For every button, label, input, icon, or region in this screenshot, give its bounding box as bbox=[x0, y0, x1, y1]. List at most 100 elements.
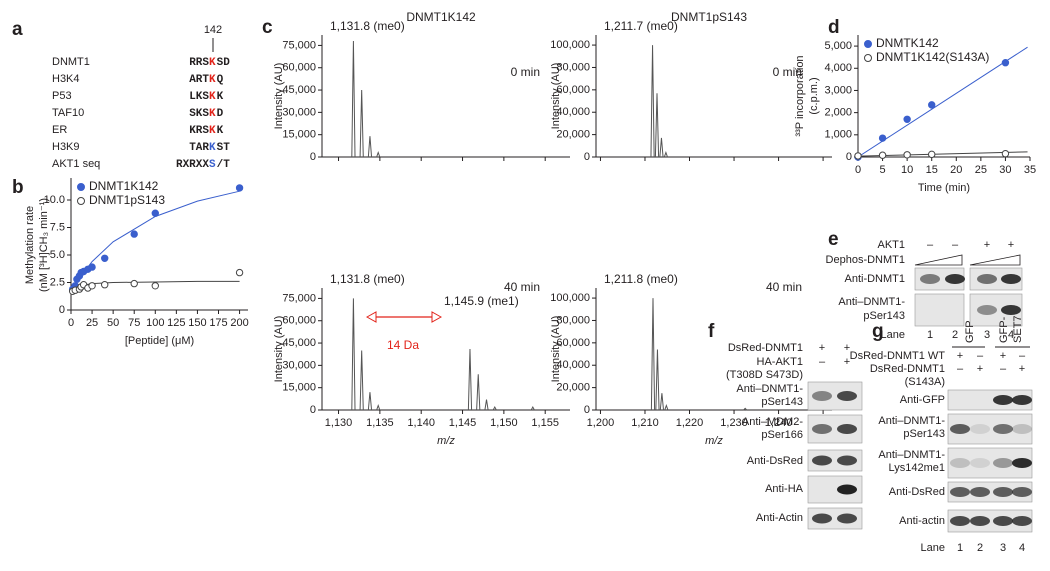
time-label: 40 min bbox=[504, 280, 540, 294]
sign: + bbox=[1000, 350, 1006, 362]
sequence-site: K bbox=[209, 142, 216, 154]
data-point bbox=[130, 230, 138, 238]
band bbox=[993, 487, 1013, 497]
y-axis-label: Intensity (AU) bbox=[550, 63, 562, 130]
lane-number: 4 bbox=[1008, 329, 1014, 341]
x-tick-label: 50 bbox=[107, 317, 119, 329]
band bbox=[920, 274, 940, 284]
band bbox=[1012, 424, 1032, 434]
y-tick-label: 0 bbox=[310, 151, 316, 163]
row-label: AKT1 bbox=[877, 239, 905, 251]
y-tick-label: 30,000 bbox=[282, 106, 316, 118]
y-tick-label: 45,000 bbox=[282, 337, 316, 349]
sign: – bbox=[1019, 350, 1026, 362]
band bbox=[950, 516, 970, 526]
sequence-part: TAR bbox=[189, 142, 209, 154]
x-axis-label: Time (min) bbox=[918, 182, 970, 194]
peak-label: 1,211.7 (me0) bbox=[604, 19, 678, 33]
row-name: DNMT1 bbox=[52, 56, 90, 68]
y-tick-label: 2.5 bbox=[50, 276, 65, 288]
y-tick-label: 1,000 bbox=[824, 129, 852, 141]
x-tick-label: 1,135 bbox=[366, 417, 394, 429]
band bbox=[993, 424, 1013, 434]
sign: – bbox=[957, 363, 964, 375]
sign: – bbox=[819, 356, 826, 368]
y-tick-label: 15,000 bbox=[282, 382, 316, 394]
panel-letter: a bbox=[12, 19, 23, 40]
data-point bbox=[878, 151, 887, 159]
row-label: HA-AKT1 bbox=[757, 356, 803, 368]
fit-line bbox=[857, 46, 1028, 158]
blot bbox=[807, 449, 863, 472]
x-tick-label: 150 bbox=[188, 317, 206, 329]
wedge bbox=[914, 254, 963, 266]
blot-label: Anti–DNMT1- bbox=[878, 415, 945, 427]
x-tick-label: 100 bbox=[146, 317, 164, 329]
data-point bbox=[235, 184, 244, 192]
y-axis-label: (nM [³H]CH₃ min⁻¹) bbox=[38, 198, 50, 292]
blot-label: Anti-Actin bbox=[756, 512, 803, 524]
band bbox=[945, 274, 965, 284]
peak-label: 1,131.8 (me0) bbox=[330, 19, 405, 33]
y-tick-label: 4,000 bbox=[824, 62, 852, 74]
band bbox=[812, 391, 832, 401]
band bbox=[977, 305, 997, 315]
row-name: H3K4 bbox=[52, 73, 80, 85]
lane-number: 1 bbox=[927, 329, 933, 341]
y-tick-label: 0 bbox=[310, 404, 316, 416]
y-tick-label: 75,000 bbox=[282, 39, 316, 51]
blot bbox=[807, 507, 863, 530]
sequence-part: /T bbox=[217, 159, 231, 171]
y-tick-label: 0 bbox=[59, 304, 65, 316]
band bbox=[950, 487, 970, 497]
sign: + bbox=[984, 239, 990, 251]
group-label: GFP- bbox=[998, 316, 1010, 343]
sequence-part: ART bbox=[189, 74, 209, 86]
blot-label: Anti-DsRed bbox=[889, 486, 945, 498]
y-tick-label: 15,000 bbox=[282, 129, 316, 141]
y-tick-label: 20,000 bbox=[556, 129, 590, 141]
group-label: SET7 bbox=[1012, 315, 1024, 343]
sequence-part: KRS bbox=[189, 125, 209, 137]
lane-number: 2 bbox=[977, 542, 983, 554]
row-label: (T308D S473D) bbox=[726, 369, 803, 381]
legend-marker bbox=[864, 54, 872, 62]
band bbox=[837, 391, 857, 401]
sign: – bbox=[1000, 363, 1007, 375]
row-name: H3K9 bbox=[52, 141, 80, 153]
x-tick-label: 1,210 bbox=[631, 417, 659, 429]
peak bbox=[376, 151, 381, 158]
sign: + bbox=[1008, 239, 1014, 251]
lane-number: 1 bbox=[957, 542, 963, 554]
x-tick-label: 5 bbox=[880, 164, 886, 176]
x-tick-label: 0 bbox=[68, 317, 74, 329]
data-point bbox=[1001, 59, 1010, 67]
data-point bbox=[1001, 149, 1010, 158]
peak bbox=[663, 151, 668, 158]
peak bbox=[367, 136, 373, 158]
legend-label: DNMT1K142(S143A) bbox=[876, 50, 989, 64]
band bbox=[950, 424, 970, 434]
sequence-part: SD bbox=[217, 57, 231, 69]
band bbox=[970, 516, 990, 526]
data-point bbox=[903, 151, 911, 159]
panel-letter: g bbox=[872, 321, 884, 342]
sequence-part: LKS bbox=[189, 91, 209, 103]
band bbox=[993, 516, 1013, 526]
blot-label: pSer143 bbox=[761, 396, 803, 408]
lane-number: 2 bbox=[952, 329, 958, 341]
y-tick-label: 0 bbox=[584, 404, 590, 416]
peak-label: 1,211.8 (me0) bbox=[604, 272, 678, 286]
panel-letter: c bbox=[262, 17, 273, 38]
peak bbox=[476, 374, 481, 411]
band bbox=[993, 458, 1013, 468]
band bbox=[812, 513, 832, 524]
lane-label: Lane bbox=[881, 329, 905, 341]
blot-label: Anti–DNMT1- bbox=[838, 296, 905, 308]
y-tick-label: 30,000 bbox=[282, 359, 316, 371]
annotation: 14 Da bbox=[387, 338, 419, 352]
band bbox=[812, 424, 832, 434]
x-axis-label: m/z bbox=[437, 435, 455, 447]
y-tick-label: 75,000 bbox=[282, 292, 316, 304]
y-tick-label: 7.5 bbox=[50, 221, 65, 233]
